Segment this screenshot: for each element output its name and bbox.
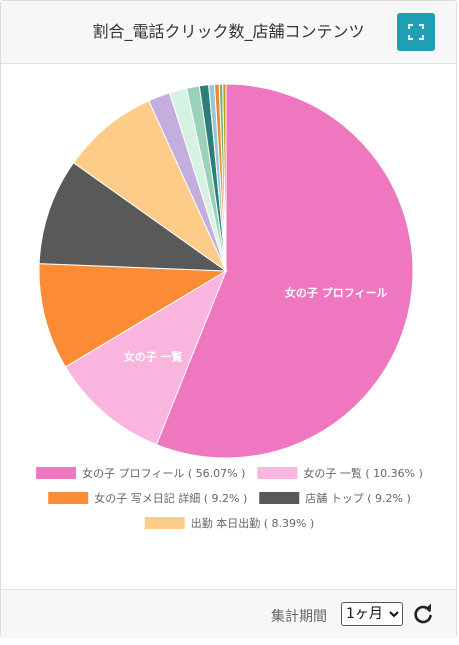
pie-slice[interactable] xyxy=(155,83,414,459)
legend-swatch[interactable] xyxy=(257,467,298,479)
refresh-icon[interactable] xyxy=(411,602,435,626)
legend-label[interactable]: 女の子 プロフィール ( 56.07% ) xyxy=(82,466,245,480)
legend-label[interactable]: 女の子 一覧 ( 10.36% ) xyxy=(303,466,423,480)
chart-title: 割合_電話クリック数_店舗コンテンツ xyxy=(92,22,365,41)
card-footer: 集計期間 1ヶ月 xyxy=(1,589,456,638)
period-select[interactable]: 1ヶ月 xyxy=(341,602,403,626)
fullscreen-button[interactable] xyxy=(397,13,435,51)
pie-slice[interactable] xyxy=(72,100,228,273)
legend-label[interactable]: 女の子 写メ日記 詳細 ( 9.2% ) xyxy=(94,491,247,505)
pie-slice[interactable] xyxy=(38,162,228,272)
legend-swatch[interactable] xyxy=(48,492,89,504)
slice-label: 女の子 プロフィール xyxy=(285,285,388,299)
card-header: 割合_電話クリック数_店舗コンテンツ xyxy=(1,1,456,64)
expand-icon xyxy=(408,24,424,40)
period-label: 集計期間 xyxy=(271,609,327,625)
legend-swatch[interactable] xyxy=(144,517,185,529)
pie-slice[interactable] xyxy=(222,83,227,272)
slice-label: 女の子 一覧 xyxy=(124,349,183,363)
pie-slice[interactable] xyxy=(64,269,228,446)
legend-label[interactable]: 出勤 本日出勤 ( 8.39% ) xyxy=(191,516,315,530)
legend-swatch[interactable] xyxy=(36,467,77,479)
legend-label[interactable]: 店舗 トップ ( 9.2% ) xyxy=(305,491,411,505)
legend-swatch[interactable] xyxy=(259,492,300,504)
chart-area: 女の子 プロフィール女の子 一覧 女の子 プロフィール ( 56.07% ) 女の… xyxy=(1,64,456,588)
pie-slice[interactable] xyxy=(38,263,228,368)
